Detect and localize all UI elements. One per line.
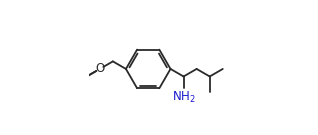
Text: NH$_2$: NH$_2$ [172,90,196,105]
Text: O: O [95,62,104,75]
